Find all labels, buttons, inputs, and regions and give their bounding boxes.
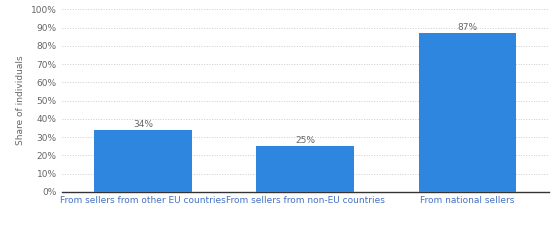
Text: 34%: 34% (133, 120, 153, 129)
Bar (256, 146, 354, 192)
Text: 25%: 25% (295, 136, 315, 145)
Text: 87%: 87% (458, 23, 478, 32)
Bar (94, 130, 192, 192)
Y-axis label: Share of individuals: Share of individuals (16, 56, 25, 146)
Bar (419, 33, 516, 192)
